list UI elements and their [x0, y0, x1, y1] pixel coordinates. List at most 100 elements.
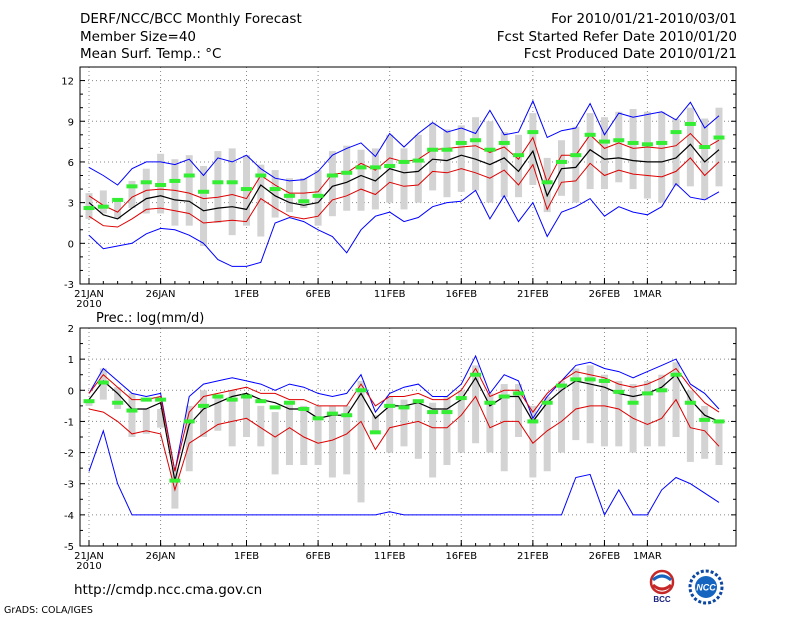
- prec-ensemble-box: [128, 393, 136, 437]
- temp-observed-marker: [212, 180, 224, 185]
- bcc-logo: BCC: [640, 569, 684, 605]
- prec-observed-marker: [298, 406, 310, 411]
- prec-ytick-label: 0: [68, 386, 74, 397]
- prec-xtick-sublabel: 2010: [76, 561, 101, 572]
- prec-ensemble-box: [414, 399, 422, 459]
- prec-observed-marker: [699, 417, 711, 422]
- prec-ensemble-box: [429, 402, 437, 478]
- prec-xtick-label: 26JAN: [146, 551, 176, 562]
- temp-observed-marker: [126, 184, 138, 189]
- temp-ensemble-box: [672, 118, 680, 187]
- temp-ensemble-box: [686, 107, 694, 187]
- temp-ensemble-box: [99, 190, 107, 214]
- bcc-logo-text: BCC: [653, 595, 671, 604]
- temp-ensemble-box: [128, 180, 136, 209]
- prec-ensemble-box: [157, 408, 165, 428]
- temp-observed-marker: [341, 170, 353, 175]
- temp-observed-marker: [369, 165, 381, 170]
- temp-ensemble-box: [572, 126, 580, 203]
- temp-ytick-label: 12: [61, 77, 74, 88]
- temp-ensemble-box: [443, 129, 451, 198]
- temp-ensemble-box: [314, 170, 322, 226]
- prec-observed-marker: [470, 372, 482, 377]
- temp-observed-marker: [484, 147, 496, 152]
- prec-ensemble-box: [486, 393, 494, 453]
- temp-observed-marker: [713, 135, 725, 140]
- temp-observed-marker: [427, 147, 439, 152]
- prec-ensemble-box: [472, 365, 480, 444]
- prec-ensemble-box: [600, 374, 608, 447]
- temp-observed-marker: [699, 145, 711, 150]
- source-url: http://cmdp.ncc.cma.gov.cn: [74, 582, 263, 598]
- prec-xtick-label: 6FEB: [305, 551, 330, 562]
- prec-ensemble-box: [400, 399, 408, 447]
- temp-observed-marker: [455, 140, 467, 145]
- temp-observed-marker: [584, 132, 596, 137]
- temp-ensemble-box: [472, 117, 480, 191]
- temp-observed-marker: [412, 158, 424, 163]
- temp-ensemble-mean-line: [88, 143, 720, 220]
- temp-ytick-label: 3: [68, 199, 74, 210]
- variable-label: Mean Surf. Temp.: °C: [80, 46, 222, 62]
- member-size-label: Member Size=40: [80, 29, 197, 45]
- temp-ensemble-box: [343, 145, 351, 211]
- temp-observed-marker: [183, 173, 195, 178]
- prec-observed-marker: [613, 389, 625, 394]
- prec-observed-marker: [627, 400, 639, 405]
- prec-ensemble-box: [558, 380, 565, 453]
- temp-observed-marker: [527, 130, 539, 135]
- prec-xtick-label: 21JAN: [74, 551, 104, 562]
- prec-observed-marker: [498, 394, 510, 399]
- prec-observed-marker: [241, 394, 252, 399]
- temp-observed-marker: [169, 178, 181, 183]
- grads-credit: GrADS: COLA/IGES: [4, 605, 93, 616]
- prec-ensemble-box: [586, 365, 594, 444]
- temp-ensemble-box: [414, 134, 422, 203]
- prec-ensemble-box: [572, 368, 580, 441]
- temp-xtick-label: 1FEB: [234, 289, 259, 300]
- temp-ensemble-box: [171, 159, 179, 226]
- temp-outer-upper-line: [88, 99, 720, 186]
- temp-ensemble-box: [586, 113, 594, 190]
- temp-observed-marker: [155, 182, 167, 187]
- prec-ensemble-box: [529, 405, 537, 478]
- temp-ensemble-box: [328, 151, 336, 217]
- prec-ensemble-box: [300, 405, 308, 466]
- temp-ensemble-box: [200, 166, 208, 247]
- prec-observed-marker: [427, 410, 439, 415]
- prec-ensemble-box: [200, 390, 208, 437]
- prec-ensemble-box: [142, 408, 150, 434]
- temp-ensemble-box: [357, 149, 365, 211]
- prec-xtick-label: 26FEB: [589, 551, 621, 562]
- temp-observed-marker: [112, 197, 124, 202]
- temp-ensemble-box: [500, 132, 508, 198]
- prec-observed-marker: [412, 399, 424, 404]
- temp-ensemble-box: [701, 118, 709, 200]
- prec-ytick-label: -1: [64, 417, 74, 428]
- temp-observed-marker: [541, 180, 553, 185]
- prec-observed-marker: [312, 416, 324, 421]
- prec-observed-marker: [112, 400, 124, 405]
- temp-ytick-label: 0: [68, 239, 74, 250]
- temp-xtick-label: 21JAN: [74, 289, 104, 300]
- prec-outer-upper-line: [88, 354, 720, 472]
- temp-ytick-label: -3: [64, 280, 74, 291]
- prec-observed-marker: [684, 400, 696, 405]
- temp-xtick-label: 11FEB: [374, 289, 406, 300]
- prec-xtick-label: 1FEB: [234, 551, 259, 562]
- prec-ensemble-box: [328, 405, 336, 478]
- prec-ensemble-box: [357, 380, 365, 503]
- temp-observed-marker: [241, 187, 252, 192]
- prec-observed-marker: [441, 410, 453, 415]
- prec-ensemble-box: [686, 390, 694, 462]
- prec-observed-marker: [255, 399, 267, 404]
- temp-observed-marker: [513, 153, 525, 158]
- temp-ensemble-box: [228, 148, 236, 236]
- prec-observed-marker: [183, 419, 195, 424]
- temp-observed-marker: [140, 180, 152, 185]
- prec-outer-lower-line: [88, 429, 720, 517]
- temp-observed-marker: [255, 173, 267, 178]
- temp-ensemble-box: [429, 122, 437, 191]
